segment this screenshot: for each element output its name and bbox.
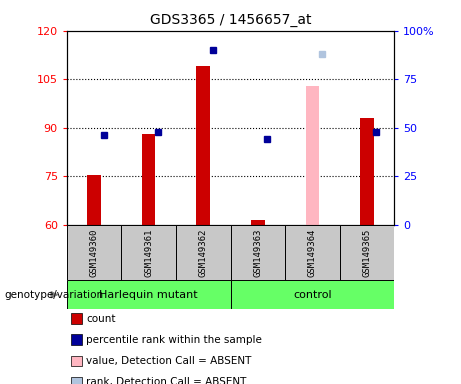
Text: percentile rank within the sample: percentile rank within the sample xyxy=(86,335,262,345)
Bar xyxy=(285,225,340,280)
Bar xyxy=(67,225,121,280)
Text: GSM149362: GSM149362 xyxy=(199,228,208,276)
Text: GSM149363: GSM149363 xyxy=(253,228,262,276)
Text: rank, Detection Call = ABSENT: rank, Detection Call = ABSENT xyxy=(86,377,247,384)
Text: Harlequin mutant: Harlequin mutant xyxy=(100,290,198,300)
Text: GSM149365: GSM149365 xyxy=(362,228,372,276)
Bar xyxy=(196,66,210,225)
Bar xyxy=(67,280,230,309)
Text: value, Detection Call = ABSENT: value, Detection Call = ABSENT xyxy=(86,356,252,366)
Bar xyxy=(142,134,155,225)
Bar xyxy=(230,280,394,309)
Bar xyxy=(306,86,319,225)
Text: GDS3365 / 1456657_at: GDS3365 / 1456657_at xyxy=(150,13,311,27)
Bar xyxy=(251,220,265,225)
Text: control: control xyxy=(293,290,331,300)
Bar xyxy=(340,225,394,280)
Text: GSM149364: GSM149364 xyxy=(308,228,317,276)
Text: GSM149360: GSM149360 xyxy=(89,228,99,276)
Text: GSM149361: GSM149361 xyxy=(144,228,153,276)
Bar xyxy=(230,225,285,280)
Bar xyxy=(87,175,101,225)
Text: count: count xyxy=(86,314,116,324)
Bar xyxy=(121,225,176,280)
Bar xyxy=(360,118,374,225)
Text: genotype/variation: genotype/variation xyxy=(5,290,104,300)
Bar xyxy=(176,225,230,280)
